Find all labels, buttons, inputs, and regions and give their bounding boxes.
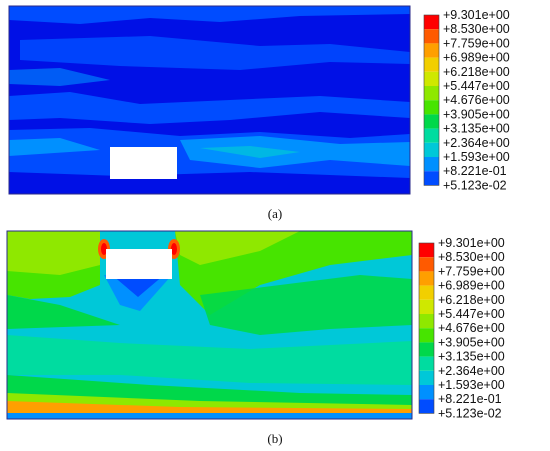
contour-band (200, 146, 300, 158)
colorbar-label: +3.135e+00 (438, 350, 505, 364)
colorbar-label: +5.123e-02 (443, 178, 507, 192)
colorbar-label: +8.530e+00 (438, 250, 505, 264)
colorbar-label: +8.221e-01 (438, 392, 502, 406)
colorbar-swatch (419, 285, 434, 300)
colorbar-swatch (419, 356, 434, 371)
colorbar-swatch (419, 342, 434, 357)
contour-band (9, 92, 410, 124)
colorbar-swatch (424, 128, 439, 143)
contour-band (9, 172, 410, 194)
colorbar-swatch (419, 299, 434, 314)
contour-band (9, 138, 100, 156)
contour-band (175, 231, 300, 265)
colorbar-frame (418, 242, 435, 414)
contour-band (7, 231, 100, 275)
colorbar-label: +9.301e+00 (438, 236, 505, 250)
colorbar-label: +8.221e-01 (443, 164, 507, 178)
colorbar-label: +3.135e+00 (443, 122, 510, 136)
colorbar-label: +8.530e+00 (443, 22, 510, 36)
colorbar-swatch (419, 385, 434, 400)
plot-border-b (6, 230, 413, 420)
colorbar-swatch (424, 157, 439, 172)
colorbar-label: +5.447e+00 (443, 79, 510, 93)
stress-hotspot (101, 243, 107, 255)
colorbar-label: +3.905e+00 (438, 335, 505, 349)
panel-caption-b: (b) (267, 431, 283, 446)
colorbar-label: +1.593e+00 (443, 150, 510, 164)
colorbar-swatch (424, 71, 439, 86)
colorbar-label: +4.676e+00 (443, 93, 510, 107)
colorbar-frame (423, 14, 440, 186)
colorbar-label: +2.364e+00 (438, 364, 505, 378)
colorbar-label: +9.301e+00 (443, 8, 510, 22)
colorbar-swatch (424, 114, 439, 129)
colorbar-label: +1.593e+00 (438, 378, 505, 392)
colorbar-swatch (424, 171, 439, 186)
contour-band (7, 401, 412, 413)
colorbar-swatch (424, 142, 439, 157)
plot-border-a (8, 5, 411, 195)
colorbar-swatch (419, 243, 434, 258)
contour-band (9, 68, 110, 86)
colorbar-a: +9.301e+00 +8.530e+00 +7.759e+00 +6.989e… (423, 8, 510, 192)
hole-cutout-b (106, 249, 172, 279)
colorbar-swatch (424, 100, 439, 115)
colorbar-swatch (424, 15, 439, 30)
colorbar-label: +6.218e+00 (443, 65, 510, 79)
colorbar-label: +6.989e+00 (438, 279, 505, 293)
colorbar-label: +5.447e+00 (438, 307, 505, 321)
colorbar-label: +2.364e+00 (443, 136, 510, 150)
colorbar-swatch (419, 328, 434, 343)
colorbar-label: +5.123e-02 (438, 406, 502, 420)
contour-band (7, 413, 412, 419)
colorbar-swatch (419, 257, 434, 272)
contour-band (200, 275, 412, 335)
colorbar-swatch (424, 43, 439, 58)
contour-band (7, 335, 412, 385)
contour-panel-b: +9.301e+00 +8.530e+00 +7.759e+00 +6.989e… (0, 225, 550, 451)
contour-band (7, 295, 120, 329)
contour-plot-a: +9.301e+00 +8.530e+00 +7.759e+00 +6.989e… (8, 5, 510, 195)
contour-band (112, 275, 164, 297)
contour-plot-b: +9.301e+00 +8.530e+00 +7.759e+00 +6.989e… (6, 230, 505, 420)
colorbar-label: +7.759e+00 (443, 36, 510, 50)
stress-hotspot (171, 243, 177, 255)
colorbar-label: +6.989e+00 (443, 51, 510, 65)
contour-panel-a: +9.301e+00 +8.530e+00 +7.759e+00 +6.989e… (0, 0, 550, 225)
contour-band (9, 6, 410, 24)
colorbar-swatch (424, 57, 439, 72)
colorbar-swatch (419, 314, 434, 329)
hole-cutout-a (110, 147, 177, 179)
colorbar-label: +7.759e+00 (438, 264, 505, 278)
contour-band (20, 36, 410, 70)
colorbar-swatch (419, 399, 434, 414)
colorbar-label: +3.905e+00 (443, 107, 510, 121)
colorbar-swatch (419, 370, 434, 385)
colorbar-swatch (424, 86, 439, 101)
colorbar-swatch (419, 271, 434, 286)
colorbar-swatch (424, 29, 439, 44)
panel-caption-a: (a) (267, 206, 283, 221)
colorbar-b: +9.301e+00 +8.530e+00 +7.759e+00 +6.989e… (418, 236, 505, 420)
colorbar-label: +4.676e+00 (438, 321, 505, 335)
colorbar-label: +6.218e+00 (438, 293, 505, 307)
